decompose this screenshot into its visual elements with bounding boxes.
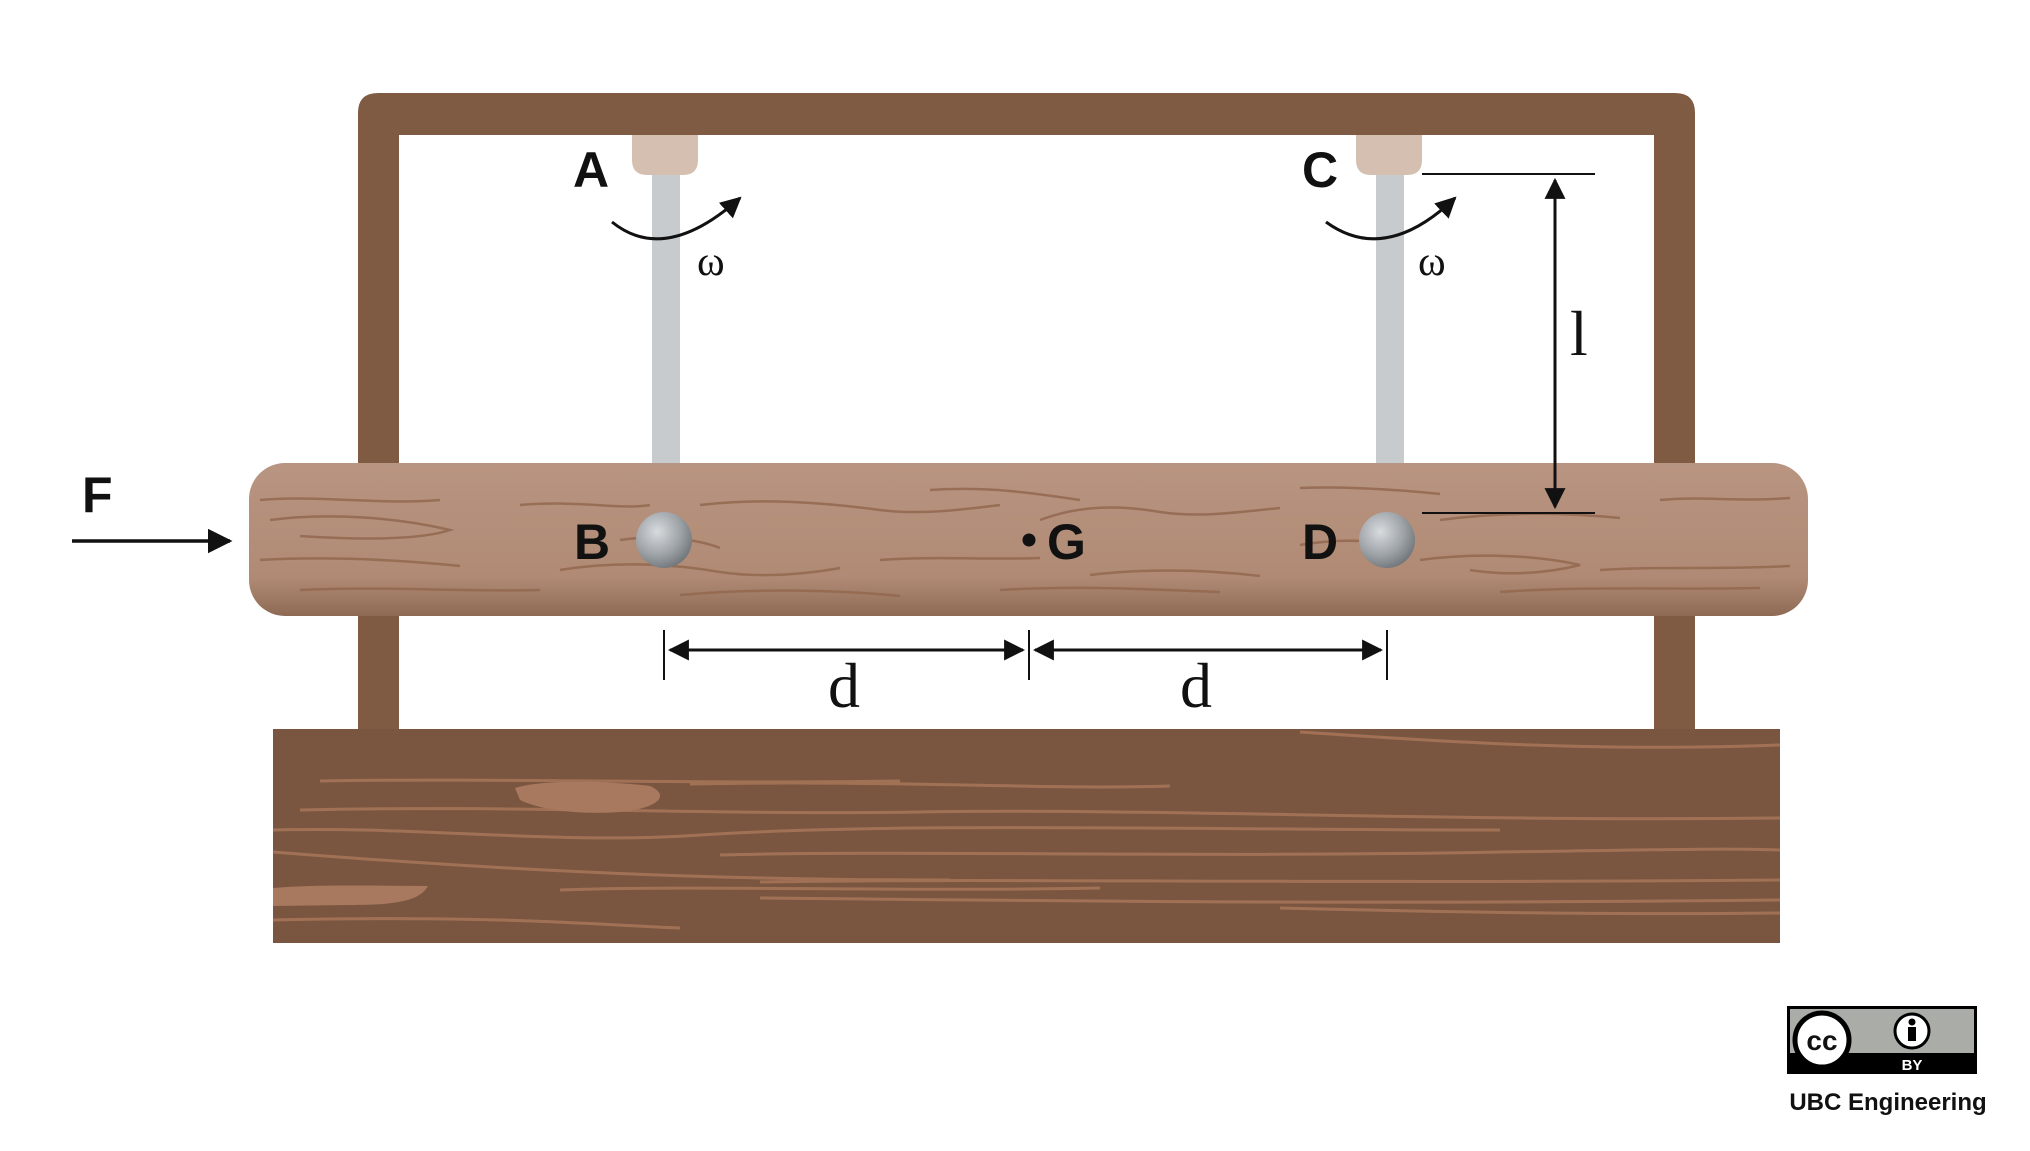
- license-by-text: BY: [1902, 1057, 1923, 1074]
- label-d-right: d: [1180, 650, 1212, 721]
- omega-arrow-left: [611, 196, 742, 241]
- label-b: B: [574, 514, 610, 570]
- label-c: C: [1302, 142, 1338, 198]
- distance-dimension: [663, 630, 1388, 680]
- center-of-mass-dot: [1022, 533, 1036, 547]
- label-g: G: [1047, 514, 1086, 570]
- label-omega-right: ω: [1418, 239, 1446, 285]
- label-omega-left: ω: [697, 239, 725, 285]
- label-d: D: [1302, 514, 1338, 570]
- cc-by-license-badge: cc BY: [1787, 1006, 1977, 1074]
- label-l: l: [1570, 298, 1588, 369]
- joint-d: [1359, 512, 1415, 568]
- support-frame: [358, 93, 1695, 729]
- credit-text: UBC Engineering: [1789, 1089, 1986, 1116]
- omega-arrow-right: [1325, 196, 1457, 241]
- joint-b: [636, 512, 692, 568]
- label-a: A: [573, 142, 609, 198]
- pivot-c: [1356, 135, 1422, 175]
- cc-icon: [1792, 1010, 1852, 1070]
- label-d-left: d: [828, 650, 860, 721]
- pivot-a: [632, 135, 698, 175]
- length-dimension: [1422, 173, 1595, 514]
- wooden-base: [272, 729, 1781, 943]
- label-f: F: [82, 467, 113, 523]
- cc-icon-text: cc: [1806, 1025, 1837, 1056]
